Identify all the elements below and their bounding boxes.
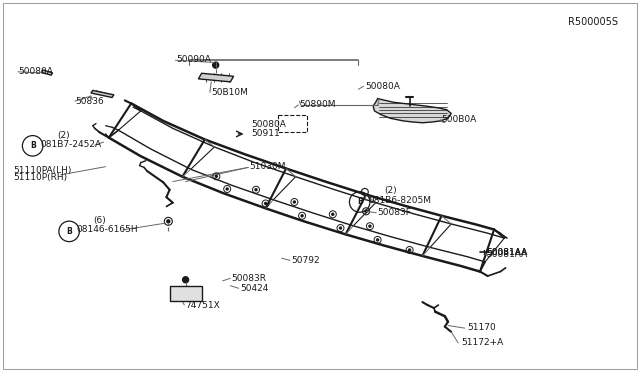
- Text: B: B: [30, 141, 35, 150]
- Text: 50890M: 50890M: [300, 100, 336, 109]
- Text: (6): (6): [93, 216, 106, 225]
- Text: 50081AA: 50081AA: [486, 248, 527, 257]
- Circle shape: [264, 202, 267, 205]
- Text: 50081AA: 50081AA: [486, 250, 527, 259]
- Text: 50424: 50424: [240, 284, 268, 293]
- Circle shape: [332, 213, 334, 215]
- Circle shape: [369, 225, 371, 227]
- Circle shape: [339, 227, 342, 229]
- Text: (2): (2): [384, 186, 397, 195]
- Text: 74751X: 74751X: [186, 301, 220, 310]
- Text: 50836: 50836: [76, 97, 104, 106]
- Polygon shape: [198, 73, 234, 82]
- Text: 51172+A: 51172+A: [461, 338, 503, 347]
- Text: 51110P(RH): 51110P(RH): [13, 173, 67, 182]
- Polygon shape: [91, 90, 114, 97]
- Polygon shape: [373, 99, 451, 123]
- Text: 50083R: 50083R: [232, 274, 267, 283]
- Text: 50080A: 50080A: [18, 67, 52, 76]
- Text: 50083F: 50083F: [378, 208, 412, 217]
- Text: 081B6-8205M: 081B6-8205M: [368, 196, 431, 205]
- Text: 50080A: 50080A: [365, 82, 399, 91]
- Circle shape: [301, 215, 303, 217]
- Text: 081B7-2452A: 081B7-2452A: [40, 140, 102, 149]
- Circle shape: [167, 220, 170, 223]
- Text: 51170: 51170: [467, 323, 496, 332]
- Text: B: B: [67, 227, 72, 236]
- Circle shape: [376, 239, 379, 241]
- Text: B: B: [357, 198, 362, 206]
- Text: (2): (2): [58, 131, 70, 140]
- Text: 51030M: 51030M: [250, 162, 286, 171]
- Circle shape: [255, 189, 257, 191]
- Text: 08146-6165H: 08146-6165H: [77, 225, 138, 234]
- Polygon shape: [42, 70, 52, 75]
- Circle shape: [293, 201, 296, 203]
- Text: 50B10M: 50B10M: [211, 88, 248, 97]
- Circle shape: [226, 188, 228, 190]
- Text: 51110PA(LH): 51110PA(LH): [13, 166, 71, 174]
- Polygon shape: [170, 286, 202, 301]
- Circle shape: [182, 277, 189, 283]
- Text: R500005S: R500005S: [568, 17, 618, 27]
- Circle shape: [215, 175, 218, 177]
- Circle shape: [212, 62, 219, 68]
- Circle shape: [365, 210, 367, 212]
- Text: 50080A: 50080A: [251, 120, 285, 129]
- Text: 500B0A: 500B0A: [442, 115, 477, 124]
- Text: 50911: 50911: [251, 129, 280, 138]
- Text: 50090A: 50090A: [176, 55, 211, 64]
- Text: 50081AA: 50081AA: [486, 248, 527, 257]
- Text: 50792: 50792: [291, 256, 320, 265]
- Circle shape: [408, 249, 411, 251]
